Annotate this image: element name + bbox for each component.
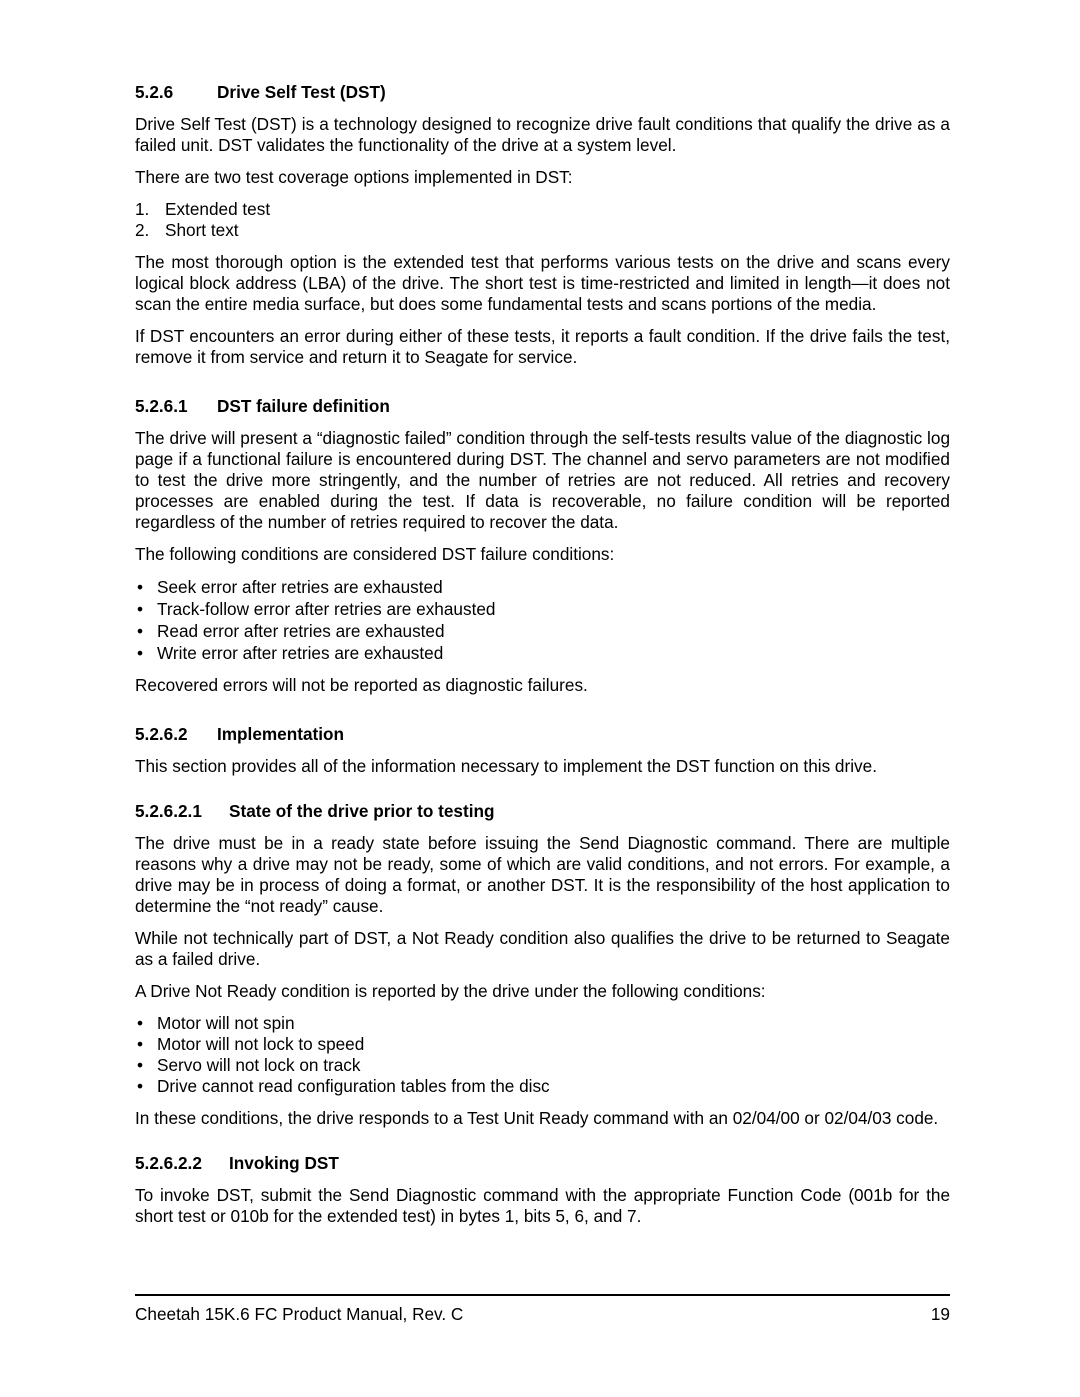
list-text: Seek error after retries are exhausted bbox=[157, 576, 443, 598]
bullet-icon: • bbox=[135, 576, 157, 598]
page-footer: Cheetah 15K.6 FC Product Manual, Rev. C … bbox=[135, 1294, 950, 1325]
heading-number: 5.2.6.1 bbox=[135, 396, 217, 417]
list-marker: 1. bbox=[135, 199, 165, 220]
heading-5-2-6: 5.2.6 Drive Self Test (DST) bbox=[135, 82, 950, 103]
list-item: •Motor will not spin bbox=[135, 1013, 950, 1034]
list-item: •Track-follow error after retries are ex… bbox=[135, 598, 950, 620]
list-text: Motor will not lock to speed bbox=[157, 1034, 364, 1055]
heading-5-2-6-2: 5.2.6.2 Implementation bbox=[135, 724, 950, 745]
bullet-icon: • bbox=[135, 1034, 157, 1055]
heading-title: State of the drive prior to testing bbox=[229, 801, 494, 822]
bullet-icon: • bbox=[135, 642, 157, 664]
paragraph: There are two test coverage options impl… bbox=[135, 167, 950, 188]
list-text: Track-follow error after retries are exh… bbox=[157, 598, 495, 620]
list-text: Drive cannot read configuration tables f… bbox=[157, 1076, 550, 1097]
list-text: Servo will not lock on track bbox=[157, 1055, 360, 1076]
list-text: Write error after retries are exhausted bbox=[157, 642, 443, 664]
paragraph: To invoke DST, submit the Send Diagnosti… bbox=[135, 1185, 950, 1227]
bullet-icon: • bbox=[135, 1076, 157, 1097]
bullet-list: •Motor will not spin •Motor will not loc… bbox=[135, 1013, 950, 1097]
bullet-list: •Seek error after retries are exhausted … bbox=[135, 576, 950, 664]
heading-5-2-6-1: 5.2.6.1 DST failure definition bbox=[135, 396, 950, 417]
heading-number: 5.2.6.2.2 bbox=[135, 1153, 229, 1174]
footer-doc-title: Cheetah 15K.6 FC Product Manual, Rev. C bbox=[135, 1304, 463, 1325]
paragraph: Recovered errors will not be reported as… bbox=[135, 675, 950, 696]
paragraph: The following conditions are considered … bbox=[135, 544, 950, 565]
paragraph: The drive will present a “diagnostic fai… bbox=[135, 428, 950, 533]
paragraph: If DST encounters an error during either… bbox=[135, 326, 950, 368]
list-text: Short text bbox=[165, 220, 239, 241]
heading-number: 5.2.6.2 bbox=[135, 724, 217, 745]
heading-title: Drive Self Test (DST) bbox=[217, 82, 386, 103]
bullet-icon: • bbox=[135, 1013, 157, 1034]
bullet-icon: • bbox=[135, 620, 157, 642]
list-item: •Servo will not lock on track bbox=[135, 1055, 950, 1076]
paragraph: Drive Self Test (DST) is a technology de… bbox=[135, 114, 950, 156]
heading-number: 5.2.6.2.1 bbox=[135, 801, 229, 822]
paragraph: A Drive Not Ready condition is reported … bbox=[135, 981, 950, 1002]
list-item: •Drive cannot read configuration tables … bbox=[135, 1076, 950, 1097]
heading-title: Implementation bbox=[217, 724, 344, 745]
heading-5-2-6-2-2: 5.2.6.2.2 Invoking DST bbox=[135, 1153, 950, 1174]
list-item: •Seek error after retries are exhausted bbox=[135, 576, 950, 598]
numbered-list: 1.Extended test 2.Short text bbox=[135, 199, 950, 241]
list-marker: 2. bbox=[135, 220, 165, 241]
list-text: Read error after retries are exhausted bbox=[157, 620, 445, 642]
heading-number: 5.2.6 bbox=[135, 82, 217, 103]
list-item: •Motor will not lock to speed bbox=[135, 1034, 950, 1055]
footer-rule bbox=[135, 1294, 950, 1296]
list-text: Motor will not spin bbox=[157, 1013, 295, 1034]
heading-title: Invoking DST bbox=[229, 1153, 339, 1174]
bullet-icon: • bbox=[135, 598, 157, 620]
list-text: Extended test bbox=[165, 199, 270, 220]
bullet-icon: • bbox=[135, 1055, 157, 1076]
list-item: 2.Short text bbox=[135, 220, 950, 241]
list-item: 1.Extended test bbox=[135, 199, 950, 220]
paragraph: In these conditions, the drive responds … bbox=[135, 1108, 950, 1129]
footer-page-number: 19 bbox=[931, 1304, 950, 1325]
paragraph: While not technically part of DST, a Not… bbox=[135, 928, 950, 970]
paragraph: This section provides all of the informa… bbox=[135, 756, 950, 777]
paragraph: The drive must be in a ready state befor… bbox=[135, 833, 950, 917]
heading-title: DST failure definition bbox=[217, 396, 390, 417]
list-item: •Read error after retries are exhausted bbox=[135, 620, 950, 642]
paragraph: The most thorough option is the extended… bbox=[135, 252, 950, 315]
list-item: •Write error after retries are exhausted bbox=[135, 642, 950, 664]
heading-5-2-6-2-1: 5.2.6.2.1 State of the drive prior to te… bbox=[135, 801, 950, 822]
